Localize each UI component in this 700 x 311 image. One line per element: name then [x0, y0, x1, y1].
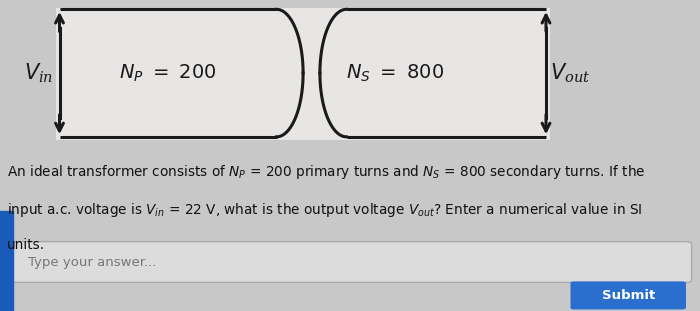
Text: input a.c. voltage is $V_{in}$ = 22 V, what is the output voltage $V_{out}$? Ent: input a.c. voltage is $V_{in}$ = 22 V, w… — [7, 201, 643, 219]
FancyBboxPatch shape — [1, 242, 692, 282]
Text: units.: units. — [7, 238, 45, 252]
Text: Type your answer...: Type your answer... — [28, 256, 156, 268]
Text: $V_{\mathregular{out}}$: $V_{\mathregular{out}}$ — [550, 61, 591, 85]
Text: $V_{\mathregular{in}}$: $V_{\mathregular{in}}$ — [24, 61, 53, 85]
Text: Submit: Submit — [601, 289, 655, 302]
Text: $N_S\ =\ 800$: $N_S\ =\ 800$ — [346, 63, 444, 84]
Text: An ideal transformer consists of $N_P$ = 200 primary turns and $N_S$ = 800 secon: An ideal transformer consists of $N_P$ =… — [7, 163, 645, 181]
FancyBboxPatch shape — [570, 281, 686, 309]
FancyBboxPatch shape — [56, 8, 550, 140]
Bar — [0, 211, 13, 311]
Text: $N_P\ =\ 200$: $N_P\ =\ 200$ — [119, 63, 217, 84]
